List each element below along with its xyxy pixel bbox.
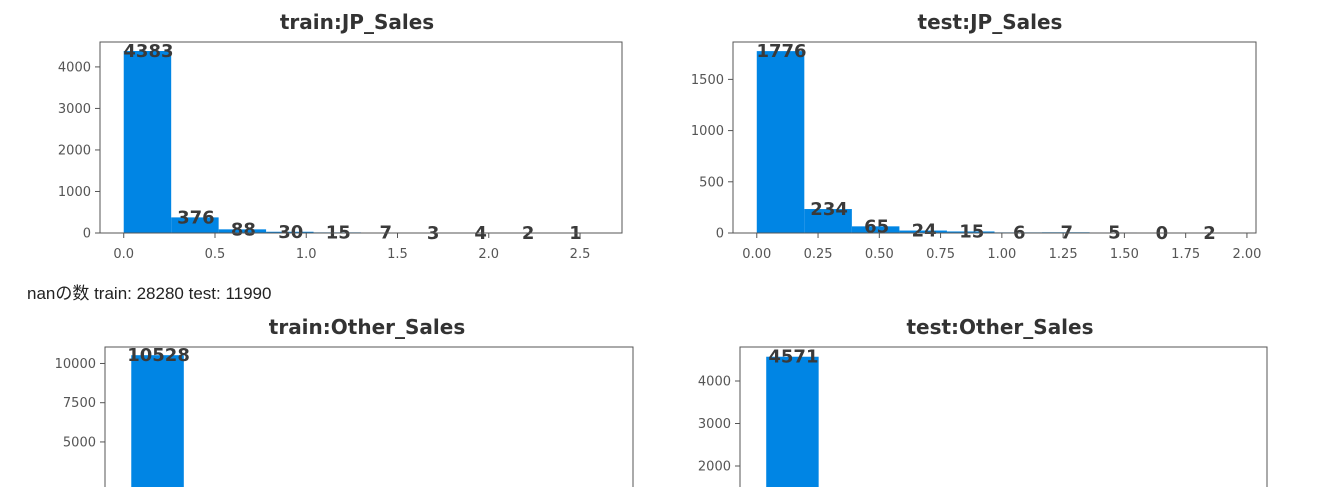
plot-frame [739, 346, 1268, 487]
histogram-test-other-sales: test:Other_Sales 4571 2000 3000 4000 [698, 315, 1268, 487]
bar-count-label: 1776 [756, 41, 806, 62]
histogram-bar [218, 229, 267, 233]
bar-count-label: 4383 [123, 41, 173, 62]
chart-title: test:JP_Sales [918, 10, 1063, 34]
x-tick-label: 2.00 [1232, 247, 1261, 262]
histogram-train-other-sales: train:Other_Sales 10528 5000 7500 10000 [55, 315, 634, 487]
x-tick-label: 1.0 [296, 247, 317, 262]
x-tick-label: 1.00 [987, 247, 1016, 262]
histogram-bar [766, 356, 819, 487]
histogram-bar [851, 226, 900, 233]
y-tick-label: 0 [716, 227, 724, 242]
histogram-bar [131, 355, 184, 487]
bar-count-label: 30 [278, 222, 303, 243]
bar-count-label: 88 [231, 219, 256, 240]
y-tick-label: 0 [83, 227, 91, 242]
plot-frame [99, 41, 623, 234]
y-tick-label: 1000 [58, 185, 91, 200]
nan-count-note: nanの数 train: 28280 test: 11990 [27, 284, 272, 303]
y-tick-label: 5000 [63, 435, 96, 450]
y-tick-label: 2000 [698, 460, 731, 475]
bar-count-label: 234 [810, 199, 848, 220]
y-tick-label: 10000 [55, 357, 96, 372]
x-tick-label: 2.5 [570, 247, 591, 262]
y-tick-label: 500 [699, 175, 724, 190]
bar-count-label: 15 [959, 221, 984, 242]
y-tick-label: 3000 [58, 102, 91, 117]
bar-count-label: 24 [912, 221, 937, 242]
histogram-bar [171, 217, 219, 233]
y-tick-label: 4000 [698, 375, 731, 390]
x-tick-label: 0.25 [804, 247, 833, 262]
chart-title: test:Other_Sales [906, 315, 1093, 339]
y-tick-label: 4000 [58, 60, 91, 75]
bar-count-label: 4571 [768, 347, 818, 368]
bar-count-label: 10528 [127, 345, 190, 366]
plot-frame [732, 41, 1257, 234]
bar-count-label: 65 [864, 216, 889, 237]
histogram-bar [899, 230, 947, 233]
x-tick-label: 1.25 [1049, 247, 1078, 262]
x-tick-label: 0.0 [113, 247, 134, 262]
y-tick-label: 1000 [691, 124, 724, 139]
x-tick-label: 1.5 [387, 247, 408, 262]
x-tick-label: 1.50 [1110, 247, 1139, 262]
x-tick-label: 0.75 [926, 247, 955, 262]
x-tick-label: 1.75 [1171, 247, 1200, 262]
x-tick-label: 2.0 [478, 247, 499, 262]
x-tick-label: 0.50 [865, 247, 894, 262]
histogram-bar [946, 231, 995, 233]
x-tick-label: 0.00 [742, 247, 771, 262]
histogram-bar [804, 209, 852, 233]
histogram-bar [266, 231, 314, 233]
histogram-bar [756, 51, 805, 233]
x-tick-label: 0.5 [205, 247, 226, 262]
y-tick-label: 2000 [58, 143, 91, 158]
bar-count-label: 376 [177, 207, 215, 228]
plot-frame [104, 346, 634, 487]
y-tick-label: 7500 [63, 396, 96, 411]
y-tick-label: 3000 [698, 417, 731, 432]
y-tick-label: 1500 [691, 73, 724, 88]
chart-title: train:JP_Sales [280, 10, 434, 34]
chart-title: train:Other_Sales [269, 315, 465, 339]
histogram-bar [123, 51, 172, 233]
